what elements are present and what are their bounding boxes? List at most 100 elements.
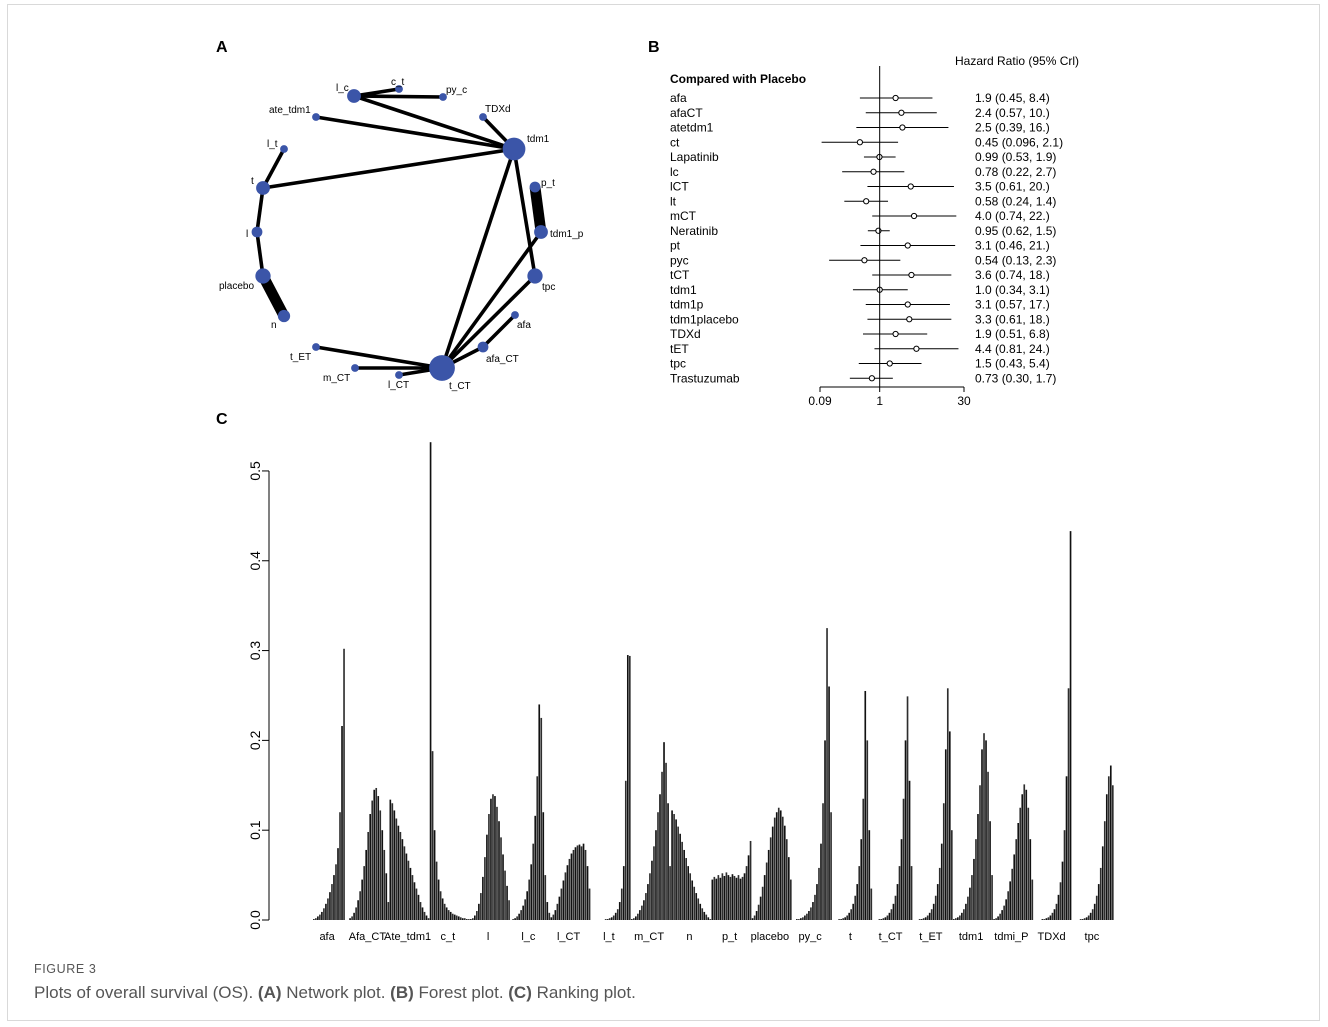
bar-tdm1-9: [969, 887, 971, 920]
bar-tdm1-20: [991, 875, 993, 920]
node-t-ct: [429, 355, 455, 381]
row-label-tct: tCT: [670, 268, 690, 282]
bar-py-c-19: [828, 686, 830, 920]
bar-afa-16: [339, 812, 341, 920]
bar-placebo-14: [777, 807, 780, 920]
bar-t-9: [848, 912, 850, 920]
bar-t-et-6: [922, 918, 925, 920]
bar-tdm1-17: [985, 740, 987, 920]
bar-tdxd-18: [1067, 688, 1070, 920]
bar-tdxd-10: [1051, 912, 1054, 920]
point-tdm1p: [904, 301, 911, 308]
bar-p-t-3: [715, 878, 718, 920]
bar-tdm1-3: [957, 917, 959, 920]
x-label-p-t: p_t: [722, 931, 737, 943]
node-label-tdm1-p: tdm1_p: [550, 229, 584, 240]
bar-l-t-16: [620, 888, 623, 920]
node-label-m-ct: m_CT: [323, 373, 350, 384]
bar-tdxd-13: [1057, 894, 1060, 920]
node-afa-ct: [477, 341, 489, 353]
ranking-y-tick-label-0-5: 0.5: [247, 461, 263, 481]
x-label-t-et: t_ET: [919, 931, 943, 943]
bar-tdm1-8: [967, 896, 969, 920]
bar-n-19: [707, 917, 710, 920]
bar-tpc-6: [1083, 918, 1086, 920]
x-label-tdmi-p: tdmi_P: [994, 931, 1028, 943]
row-value-tet: 4.4 (0.81, 24.): [975, 342, 1050, 356]
bar-p-t-2: [713, 876, 716, 920]
point-tdm1placebo: [906, 316, 913, 323]
node-label-c-t: c_t: [391, 77, 405, 88]
bar-afa-12: [331, 884, 333, 920]
network-edges: [255, 87, 547, 377]
bar-tdmi-p-19: [1029, 839, 1032, 920]
bar-tpc-4: [1079, 919, 1082, 920]
bar-n-6: [681, 841, 683, 920]
bar-p-t-20: [749, 840, 752, 920]
ranking-y-tick-label-0-4: 0.4: [247, 551, 263, 571]
bar-ate-tdm1-5: [397, 825, 400, 920]
bar-m-ct-14: [657, 812, 659, 920]
bar-l-1: [470, 919, 472, 920]
bar-tdm1-1: [953, 919, 955, 920]
x-label-l-ct: l_CT: [557, 931, 581, 943]
bar-l-c-7: [522, 905, 524, 920]
bar-tdxd-6: [1043, 919, 1046, 920]
bar-tdmi-p-17: [1025, 789, 1028, 920]
bar-py-c-5: [800, 918, 802, 920]
bar-l-t-19: [626, 655, 629, 920]
bar-py-c-16: [822, 803, 824, 920]
bar-placebo-6: [761, 886, 764, 920]
bar-tdm1-11: [973, 858, 975, 920]
node-l-c: [347, 89, 361, 103]
bar-p-t-15: [739, 878, 742, 920]
edge-tdm1-t-ct: [440, 148, 516, 369]
point-tet: [913, 345, 920, 352]
bar-l-19: [506, 885, 508, 920]
x-label-c-t: c_t: [441, 931, 456, 943]
bar-ate-tdm1-8: [403, 846, 406, 920]
bar-m-ct-6: [641, 905, 643, 920]
point-pt: [904, 242, 911, 249]
row-label-lc: lc: [670, 165, 679, 179]
bar-p-t-17: [743, 873, 746, 920]
bar-tpc-12: [1095, 895, 1098, 920]
bar-l-t-18: [624, 780, 627, 920]
bar-l-ct-13: [574, 847, 577, 920]
node-label-l-c: l_c: [336, 83, 349, 94]
bar-afa-ct-4: [355, 907, 357, 920]
bar-t-11: [852, 903, 855, 920]
bar-py-c-8: [806, 913, 808, 920]
bar-c-t-6: [439, 891, 442, 920]
row-label-neratinib: Neratinib: [670, 224, 718, 238]
edge-l-t-t: [261, 148, 286, 189]
bar-c-t-1: [429, 442, 432, 920]
bar-py-c-15: [820, 843, 822, 920]
bar-l-c-5: [518, 913, 520, 920]
ranking-y-tick-label-0-2: 0.2: [247, 730, 263, 750]
bar-l-c-12: [532, 843, 535, 920]
bar-tdxd-12: [1055, 903, 1058, 920]
bar-afa-14: [335, 864, 337, 920]
bar-l-ct-1: [550, 917, 553, 920]
point-pyc: [861, 257, 868, 264]
x-label-tdm1: tdm1: [959, 931, 983, 943]
bar-ate-tdm1-3: [393, 810, 396, 920]
edge-t-l: [255, 187, 265, 233]
bar-l-ct-20: [588, 888, 591, 920]
row-value-mct: 4.0 (0.74, 22.): [975, 209, 1050, 223]
bar-afa-5: [317, 916, 319, 920]
bar-l-t-14: [616, 909, 619, 920]
bar-t-13: [856, 884, 859, 920]
bar-m-ct-16: [661, 771, 663, 920]
bar-tpc-7: [1085, 917, 1088, 920]
bar-placebo-1: [751, 918, 754, 920]
bar-ate-tdm1-19: [425, 915, 428, 920]
row-label-tdm1p: tdm1p: [670, 298, 704, 312]
node-n: [277, 309, 291, 323]
bar-tdm1-7: [965, 903, 967, 920]
caption-intro: Plots of overall survival (OS).: [34, 983, 258, 1002]
bar-m-ct-19: [667, 803, 669, 920]
edge-t-tdm1: [262, 147, 515, 190]
bar-t-14: [858, 866, 861, 920]
